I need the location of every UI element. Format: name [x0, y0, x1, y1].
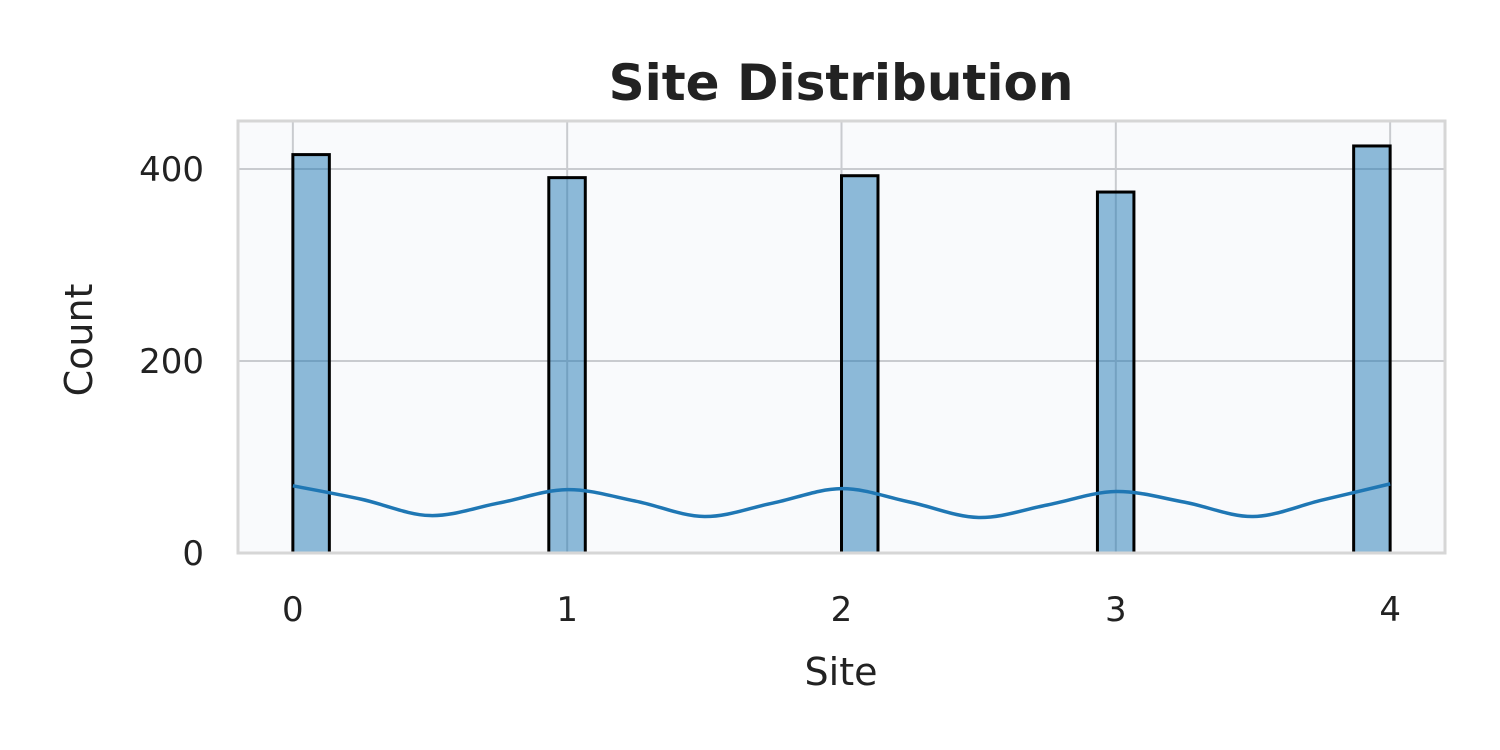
histogram-bar — [840, 174, 880, 555]
x-axis-label: Site — [805, 650, 878, 694]
x-tick-labels: 0 1 2 3 4 — [282, 590, 1401, 630]
plot-frame — [236, 119, 1447, 555]
x-tick-label: 2 — [831, 590, 853, 630]
x-tick-label: 4 — [1379, 590, 1401, 630]
y-tick-label: 200 — [139, 342, 204, 382]
y-tick-label: 0 — [182, 534, 204, 574]
x-tick-label: 1 — [556, 590, 578, 630]
y-tick-label: 400 — [139, 150, 204, 190]
y-tick-labels: 0 200 400 — [139, 150, 204, 574]
chart-title: Site Distribution — [609, 54, 1074, 112]
histogram-bar — [291, 153, 331, 555]
y-axis-label: Count — [57, 284, 101, 397]
histogram-bar — [547, 176, 587, 555]
x-tick-label: 3 — [1105, 590, 1127, 630]
x-tick-label: 0 — [282, 590, 304, 630]
kde-curve — [292, 482, 1391, 520]
histogram-bar — [1095, 190, 1136, 555]
